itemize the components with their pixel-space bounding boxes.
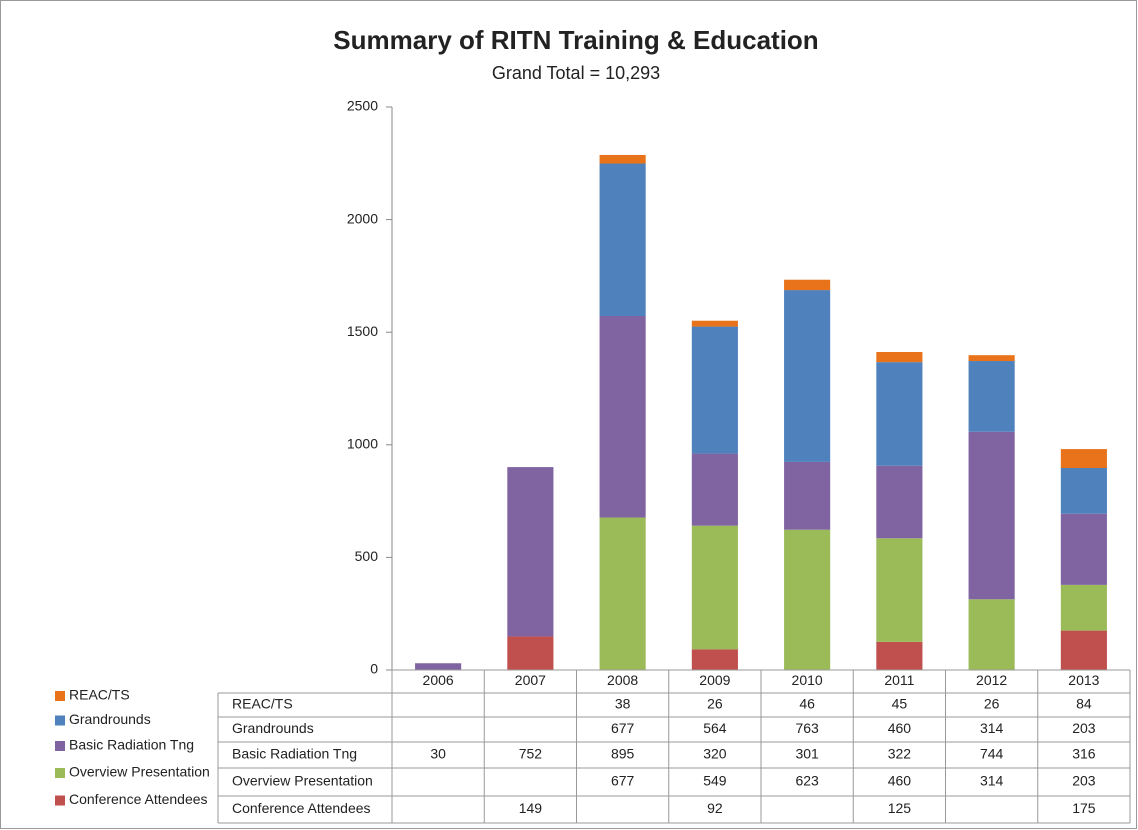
legend-label: Conference Attendees <box>69 791 208 807</box>
table-cell: 46 <box>799 696 815 712</box>
table-cell: 314 <box>980 720 1004 736</box>
table-cell: 84 <box>1076 696 1092 712</box>
table-row-label: Conference Attendees <box>232 800 371 816</box>
bar-segment <box>1060 584 1107 631</box>
bar-segment <box>784 461 831 530</box>
bar-segment <box>507 636 554 670</box>
bar-segment <box>876 362 923 466</box>
table-cell: 26 <box>707 696 723 712</box>
legend-swatch <box>55 795 65 806</box>
table-cell: 460 <box>888 720 912 736</box>
table-cell: 92 <box>707 800 723 816</box>
bar-segment <box>1060 467 1107 514</box>
y-tick-label: 2000 <box>347 210 378 226</box>
chart-subtitle: Grand Total = 10,293 <box>492 63 660 83</box>
y-tick-label: 500 <box>355 548 379 564</box>
bar-segment <box>968 355 1015 362</box>
y-tick-label: 1500 <box>347 323 378 339</box>
table-cell: 460 <box>888 773 912 789</box>
bar-segment <box>784 279 831 291</box>
y-tick-label: 2500 <box>347 98 378 114</box>
legend-swatch <box>55 768 65 778</box>
bar-segment <box>876 465 923 539</box>
y-tick-label: 1000 <box>347 436 378 452</box>
bar-segment <box>876 641 923 670</box>
bar-segment <box>968 361 1015 432</box>
bar-segment <box>691 326 738 454</box>
x-tick-label: 2006 <box>423 672 454 688</box>
table-cell: 677 <box>611 773 635 789</box>
x-tick-label: 2010 <box>792 672 823 688</box>
bar-segment <box>691 320 738 327</box>
legend-label: Overview Presentation <box>69 764 210 780</box>
table-cell: 314 <box>980 773 1004 789</box>
bar-segment <box>691 453 738 526</box>
x-tick-label: 2009 <box>699 672 730 688</box>
bar-segment <box>415 663 462 670</box>
x-tick-label: 2008 <box>607 672 638 688</box>
bar-segment <box>784 529 831 670</box>
bar-segment <box>691 525 738 650</box>
table-cell: 203 <box>1072 773 1096 789</box>
table-cell: 203 <box>1072 720 1096 736</box>
table-row-label: Overview Presentation <box>232 773 373 789</box>
bar-segment <box>876 538 923 642</box>
legend-swatch <box>55 715 65 726</box>
table-cell: 316 <box>1072 746 1096 762</box>
table-row-label: Grandrounds <box>232 720 314 736</box>
table-cell: 895 <box>611 746 635 762</box>
table-cell: 38 <box>615 696 631 712</box>
bar-segment <box>599 517 646 670</box>
bar-segment <box>1060 449 1107 468</box>
table-cell: 301 <box>795 746 819 762</box>
y-tick-label: 0 <box>370 661 378 677</box>
table-cell: 623 <box>795 773 819 789</box>
table-cell: 564 <box>703 720 727 736</box>
bar-segment <box>691 649 738 670</box>
table-cell: 322 <box>888 746 912 762</box>
table-cell: 26 <box>984 696 1000 712</box>
bar-segment <box>507 467 554 637</box>
x-tick-label: 2007 <box>515 672 546 688</box>
table-cell: 763 <box>795 720 819 736</box>
bar-segment <box>1060 513 1107 585</box>
bar-segment <box>1060 630 1107 670</box>
legend-swatch <box>55 741 65 751</box>
table-cell: 744 <box>980 746 1004 762</box>
bar-segment <box>599 315 646 518</box>
table-cell: 320 <box>703 746 727 762</box>
bar-segment <box>968 431 1015 600</box>
table-row-label: REAC/TS <box>232 696 293 712</box>
table-cell: 549 <box>703 773 727 789</box>
table-row-label: Basic Radiation Tng <box>232 746 357 762</box>
table-cell: 30 <box>430 746 446 762</box>
bar-segment <box>599 163 646 316</box>
legend-label: REAC/TS <box>69 687 130 703</box>
bar-segment <box>876 352 923 363</box>
table-cell: 125 <box>888 800 912 816</box>
table-cell: 752 <box>519 746 543 762</box>
bar-segment <box>784 290 831 462</box>
table-cell: 45 <box>892 696 908 712</box>
x-tick-label: 2013 <box>1068 672 1099 688</box>
table-cell: 175 <box>1072 800 1096 816</box>
table-cell: 677 <box>611 720 635 736</box>
x-tick-label: 2011 <box>884 672 914 688</box>
chart-title: Summary of RITN Training & Education <box>333 25 818 55</box>
bar-segment <box>968 599 1015 670</box>
bar-segment <box>599 154 646 164</box>
legend-label: Grandrounds <box>69 711 151 727</box>
legend-label: Basic Radiation Tng <box>69 737 194 753</box>
table-cell: 149 <box>519 800 543 816</box>
legend-swatch <box>55 691 65 701</box>
x-tick-label: 2012 <box>976 672 1007 688</box>
